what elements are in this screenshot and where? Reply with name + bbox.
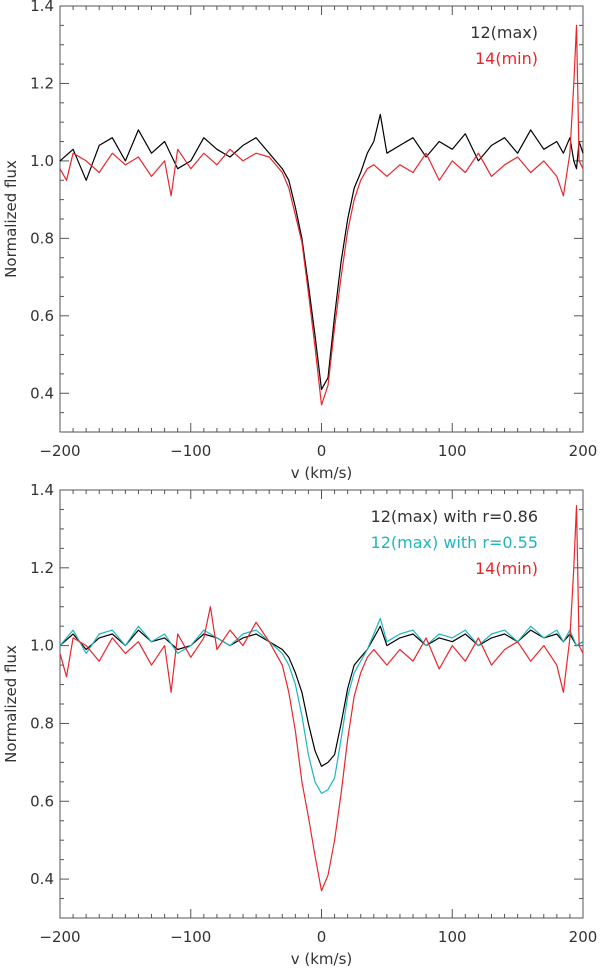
x-tick-label: −200	[39, 442, 80, 460]
legend-entry: 12(max) with r=0.86	[371, 507, 538, 526]
x-tick-label: −100	[170, 442, 211, 460]
series-line-1	[59, 625, 584, 767]
x-tick-label: 200	[569, 442, 598, 460]
legend-entry: 14(min)	[475, 49, 538, 68]
series-line-2	[59, 617, 584, 795]
x-tick-label: 0	[317, 928, 327, 946]
x-tick-label: −100	[170, 928, 211, 946]
series-line-3	[59, 505, 584, 892]
series-line-2	[59, 24, 584, 406]
plot-frame	[59, 489, 584, 919]
y-tick-label: 1.0	[30, 637, 54, 655]
panel-1: −200 −100 0 100 200 0.4 0.6 0.8 1.0 1.2 1.4 v (km/s…	[2, 0, 597, 482]
x-tick-label: 100	[438, 928, 467, 946]
y-tick-label: 0.8	[30, 714, 54, 732]
y-tick-label: 1.4	[30, 0, 54, 15]
x-tick-label: −200	[39, 928, 80, 946]
x-axis-label: v (km/s)	[291, 950, 353, 968]
series-line-1	[59, 113, 584, 390]
y-tick-label: 1.0	[30, 152, 54, 170]
y-tick-label: 0.4	[30, 384, 54, 402]
y-tick-label: 1.4	[30, 481, 54, 499]
x-tick-label: 0	[317, 442, 327, 460]
legend-entry: 12(max) with r=0.55	[371, 533, 538, 552]
x-tick-label: 100	[438, 442, 467, 460]
y-axis-label: Normalized flux	[2, 645, 20, 763]
legend-entry: 12(max)	[470, 23, 538, 42]
y-tick-label: 0.4	[30, 870, 54, 888]
panel-2: −200 −100 0 100 200 0.4 0.6 0.8 1.0 1.2 1.4 v (km/s…	[2, 481, 597, 968]
y-axis-label: Normalized flux	[2, 160, 20, 278]
plot-frame	[59, 5, 584, 433]
y-tick-label: 0.6	[30, 792, 54, 810]
x-axis-label: v (km/s)	[291, 464, 353, 482]
y-tick-label: 1.2	[30, 559, 54, 577]
legend-entry: 14(min)	[475, 559, 538, 578]
y-tick-label: 0.8	[30, 229, 54, 247]
y-tick-label: 0.6	[30, 307, 54, 325]
y-tick-label: 1.2	[30, 74, 54, 92]
x-tick-label: 200	[569, 928, 598, 946]
